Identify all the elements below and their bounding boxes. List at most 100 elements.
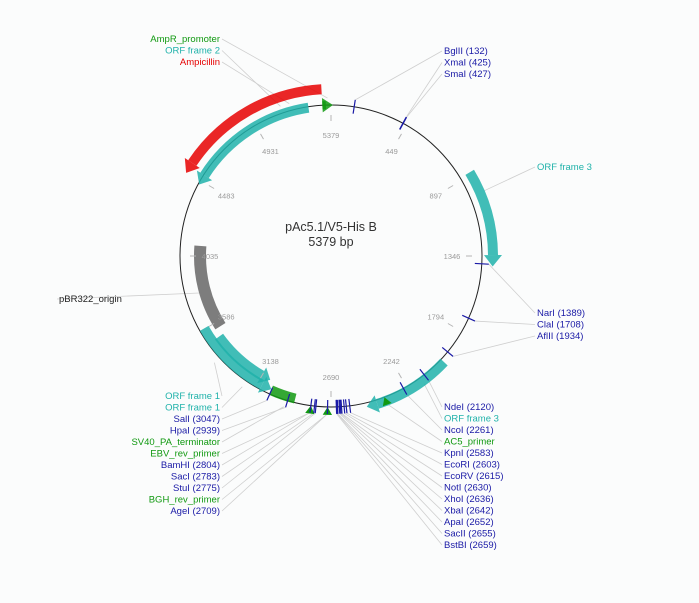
orf-frame-1-inner-arc-arrowhead bbox=[257, 367, 271, 384]
feature-label: SacI (2783) bbox=[171, 472, 220, 483]
position-tick-label: 1794 bbox=[427, 313, 444, 322]
position-tick-label: 2242 bbox=[383, 357, 400, 366]
ampicillin-arc-arrowhead bbox=[184, 157, 200, 173]
orf-frame-1-inner-arc bbox=[214, 333, 265, 380]
label-leader-line bbox=[355, 50, 443, 101]
restriction-site-tick bbox=[313, 399, 316, 414]
restriction-site-tick bbox=[338, 399, 341, 414]
label-leader-line bbox=[221, 386, 243, 408]
feature-label: SV40_PA_terminator bbox=[131, 437, 220, 448]
position-tick-label: 4035 bbox=[202, 252, 219, 261]
restriction-site-tick bbox=[340, 399, 343, 414]
restriction-site-tick bbox=[266, 387, 274, 401]
feature-label: NcoI (2261) bbox=[444, 425, 494, 436]
orf-frame-1-outer-arc-arrowhead bbox=[257, 376, 272, 393]
label-leader-line bbox=[474, 320, 536, 325]
restriction-site-tick bbox=[474, 262, 489, 265]
label-leader-lines bbox=[56, 38, 536, 546]
position-tick-label: 897 bbox=[430, 192, 443, 201]
label-leader-line bbox=[452, 335, 536, 357]
position-tick-mark bbox=[447, 323, 454, 327]
label-leader-line bbox=[428, 380, 443, 408]
label-leader-line bbox=[350, 412, 443, 454]
feature-label: BglII (132) bbox=[444, 46, 488, 57]
restriction-site-tick bbox=[399, 116, 408, 130]
feature-label: KpnI (2583) bbox=[444, 448, 494, 459]
label-leader-line bbox=[56, 292, 200, 300]
restriction-site-tick bbox=[285, 393, 291, 408]
feature-label: BamHI (2804) bbox=[161, 460, 220, 471]
restriction-site-tick bbox=[309, 398, 313, 413]
feature-arcs bbox=[184, 84, 502, 415]
feature-label: SalI (3047) bbox=[174, 414, 220, 425]
restriction-site-tick bbox=[342, 399, 346, 414]
position-ticks: 5379 449 897 1346 1794 2242 2690 3138 3586 4035 44… bbox=[190, 115, 472, 397]
label-leader-line bbox=[221, 400, 268, 420]
ac5-primer-marker bbox=[382, 397, 392, 407]
label-leader-line bbox=[340, 413, 443, 500]
plasmid-length: 5379 bp bbox=[308, 235, 353, 249]
feature-label: EBV_rev_primer bbox=[150, 449, 220, 460]
feature-label: ClaI (1708) bbox=[537, 320, 584, 331]
restriction-site-tick bbox=[441, 347, 454, 357]
feature-label: Ampicillin bbox=[180, 57, 220, 68]
feature-label: AC5_primer bbox=[444, 437, 495, 448]
pbr322-origin-arc bbox=[194, 245, 226, 330]
orf-frame-3-arc-arrowhead bbox=[483, 255, 502, 267]
feature-label: NdeI (2120) bbox=[444, 402, 494, 413]
feature-label: HpaI (2939) bbox=[170, 426, 220, 437]
feature-label: ORF frame 2 bbox=[165, 46, 220, 57]
feature-label: SacII (2655) bbox=[444, 529, 496, 540]
label-leader-line bbox=[337, 413, 443, 534]
position-tick-mark bbox=[208, 185, 215, 189]
restriction-site-tick bbox=[461, 314, 476, 322]
restriction-site-tick bbox=[399, 382, 408, 395]
label-leader-line bbox=[221, 406, 286, 431]
label-leader-line bbox=[221, 406, 284, 443]
feature-label: BGH_rev_primer bbox=[149, 495, 220, 506]
label-leader-line bbox=[484, 166, 536, 191]
feature-label: ORF frame 3 bbox=[537, 162, 592, 173]
label-leader-line bbox=[488, 263, 536, 314]
position-tick-mark bbox=[398, 133, 402, 140]
feature-label: ORF frame 1 bbox=[165, 391, 220, 402]
label-leader-line bbox=[344, 413, 443, 477]
position-tick-mark bbox=[260, 372, 264, 379]
restriction-site-tick bbox=[348, 398, 352, 413]
feature-label: NotI (2630) bbox=[444, 483, 492, 494]
restriction-site-tick bbox=[339, 399, 342, 414]
feature-label: AgeI (2709) bbox=[170, 506, 220, 517]
feature-label: pBR322_origin bbox=[59, 294, 122, 305]
position-tick-mark bbox=[260, 133, 264, 140]
feature-label: AflII (1934) bbox=[537, 331, 583, 342]
feature-label: EcoRI (2603) bbox=[444, 460, 500, 471]
feature-label: ORF frame 1 bbox=[165, 403, 220, 414]
feature-label: EcoRV (2615) bbox=[444, 471, 504, 482]
label-leader-line bbox=[386, 403, 443, 442]
orf-frame-2-arc-arrowhead bbox=[196, 170, 213, 185]
position-tick-label: 4483 bbox=[218, 192, 235, 201]
label-leader-line bbox=[406, 73, 443, 118]
orf-frame-1-outer-arc bbox=[199, 325, 265, 390]
feature-label: StuI (2775) bbox=[173, 483, 220, 494]
position-tick-label: 3138 bbox=[262, 357, 279, 366]
ampr-promoter-arc-arrowhead bbox=[321, 98, 333, 113]
sv40-pa-terminator-arc bbox=[268, 385, 297, 404]
feature-label: XhoI (2636) bbox=[444, 494, 494, 505]
restriction-site-ticks bbox=[266, 99, 489, 414]
restriction-site-tick bbox=[352, 99, 356, 114]
label-leader-line bbox=[406, 394, 443, 431]
label-leader-line bbox=[221, 412, 311, 454]
feature-label: NarI (1389) bbox=[537, 308, 585, 319]
restriction-site-tick bbox=[336, 399, 338, 414]
label-leader-line bbox=[221, 412, 315, 477]
position-tick-label: 3586 bbox=[218, 313, 235, 322]
position-tick-label: 5379 bbox=[323, 131, 340, 140]
orf-frame-3-lower-arc-arrowhead bbox=[366, 395, 380, 413]
label-leader-line bbox=[339, 413, 443, 511]
label-leader-line bbox=[423, 383, 443, 419]
label-leader-line bbox=[405, 62, 443, 118]
label-leader-line bbox=[336, 413, 443, 546]
orf-frame-3-arc bbox=[465, 169, 498, 256]
